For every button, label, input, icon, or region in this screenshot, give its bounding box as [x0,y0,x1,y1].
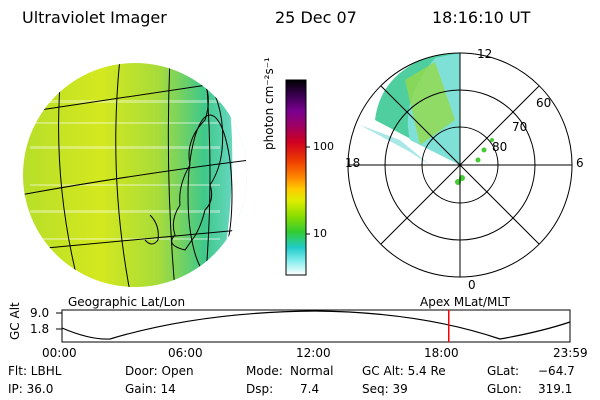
mlt-label-0: 0 [468,278,476,292]
ip-status: IP: 36.0 [8,382,54,396]
date-label: 25 Dec 07 [275,8,357,27]
apex-label: Apex MLat/MLT [420,295,510,309]
alt-tick-1-8: 1.8 [30,322,50,336]
time-tick-1200: 12:00 [296,346,331,360]
app-title: Ultraviolet Imager [22,8,167,27]
alt-tick-9: 9.0 [30,306,50,320]
glat-label: GLat: [487,364,520,378]
geographic-label: Geographic Lat/Lon [68,295,186,309]
lat-label-60: 60 [536,96,552,110]
lat-label-80: 80 [492,140,508,154]
altitude-plot [56,309,571,343]
mode-value: Normal [290,364,334,378]
gain-status: Gain: 14 [125,382,176,396]
time-tick-0600: 06:00 [168,346,203,360]
colorbar-unit-label: photon cm⁻²s⁻¹ [262,57,276,150]
gc-alt-axis-label: GC Alt [8,302,22,340]
mlt-label-12: 12 [477,47,493,61]
geographic-globe [23,63,247,287]
filter-status: Flt: LBHL [8,364,62,378]
mode-label: Mode: [246,364,283,378]
dsp-value: 7.4 [300,382,320,396]
seq-status: Seq: 39 [362,382,408,396]
gc-alt-status: GC Alt: 5.4 Re [362,364,446,378]
time-tick-2359: 23:59 [553,346,588,360]
glat-value: −64.7 [538,364,575,378]
time-tick-0000: 00:00 [42,346,77,360]
glon-value: 319.1 [538,382,573,396]
dsp-label: Dsp: [246,382,274,396]
colorbar [285,79,310,276]
lat-label-70: 70 [512,120,528,134]
colorbar-tick-100: 100 [313,140,334,153]
mlt-label-18: 18 [345,156,361,170]
time-label: 18:16:10 UT [432,8,531,27]
mlt-label-6: 6 [576,156,584,170]
polar-plot [347,52,573,278]
glon-label: GLon: [487,382,522,396]
colorbar-tick-10: 10 [313,227,327,240]
time-tick-1800: 18:00 [424,346,459,360]
door-status: Door: Open [125,364,194,378]
